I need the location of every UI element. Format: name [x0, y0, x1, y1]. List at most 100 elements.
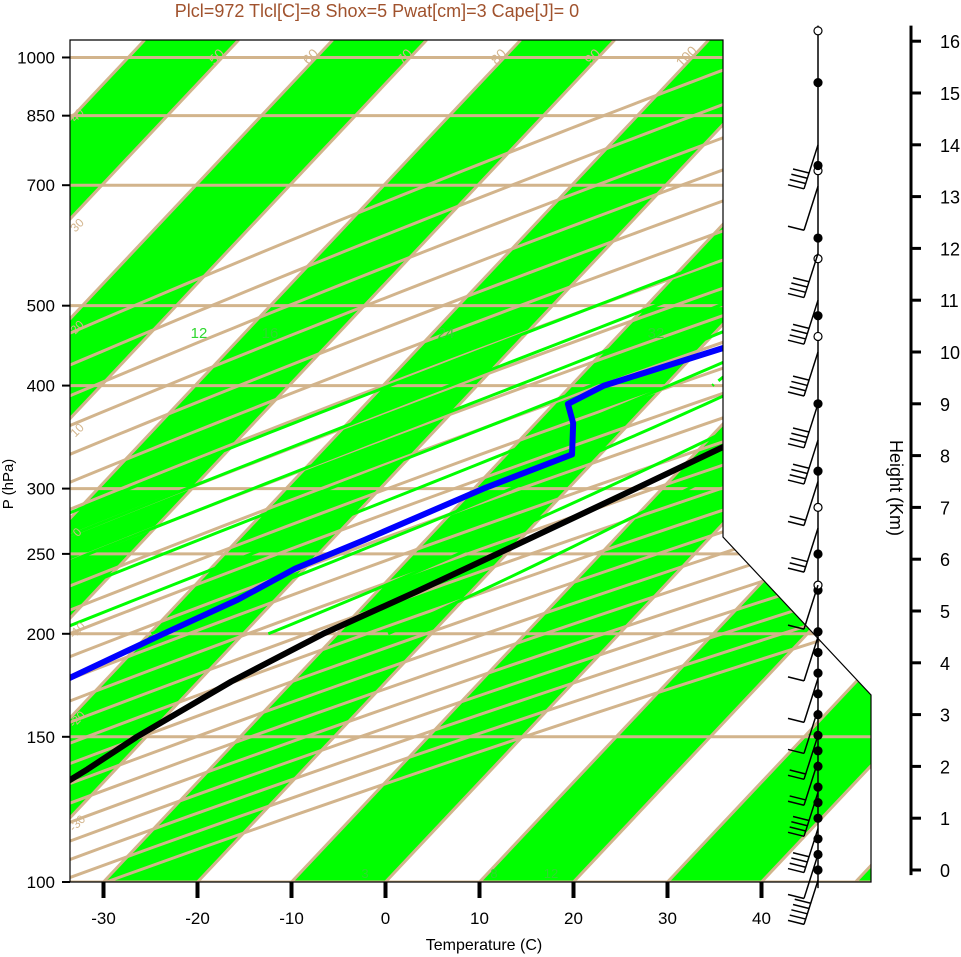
right-temp-label: 20 [721, 228, 749, 256]
isotherm [70, 40, 804, 882]
wind-dot [813, 627, 823, 637]
wind-barb [787, 748, 805, 755]
dewpoint-line [70, 54, 871, 845]
height-tick-label: 1 [940, 809, 950, 829]
temperature-tick-label: 30 [658, 909, 677, 928]
wind-barb [789, 769, 806, 775]
wind-barb-staff [803, 186, 819, 231]
mixing-ratio-line [711, 40, 871, 387]
wind-barb [787, 800, 805, 806]
wind-barb [787, 339, 805, 345]
wind-barb [789, 795, 806, 801]
isotherm [572, 40, 871, 882]
pressure-axis: 100 150 200 250 300 400 500 700 850 1000 [17, 48, 70, 892]
wind-barb [792, 815, 810, 822]
pressure-tick-label: 150 [27, 728, 55, 747]
wind-barb-staff [803, 880, 819, 925]
mixing-ratio-line [770, 40, 871, 387]
height-tick-label: 8 [940, 447, 950, 467]
mixing-ratio-lines [711, 40, 871, 387]
height-tick-label: 13 [940, 188, 960, 208]
wind-barb [787, 919, 805, 926]
right-temp-label: 30 [720, 120, 748, 148]
height-tick-label: 0 [940, 861, 950, 881]
wind-barb-staff [803, 403, 819, 449]
moist-adiabat [150, 40, 871, 636]
wind-barb-staff [803, 253, 819, 298]
wind-barb [791, 821, 808, 827]
wind-dot [813, 782, 823, 792]
wind-barb [791, 468, 808, 475]
temperature-axis: -30 -20 -10 0 10 20 30 40 [91, 882, 771, 928]
height-axis-label: Height (Km) [886, 440, 906, 536]
right-temp-label: 30 [838, 644, 866, 672]
wind-barb [789, 474, 806, 480]
green-band [70, 40, 427, 882]
height-tick-label: 5 [940, 602, 950, 622]
right-temp-label: 10 [742, 534, 770, 562]
wind-open-dot [813, 331, 823, 342]
wind-barb [792, 851, 810, 858]
wind-barb [787, 717, 805, 724]
pressure-tick-label: 700 [27, 176, 55, 195]
wind-barb [791, 328, 808, 335]
wind-barb [789, 334, 806, 340]
temperature-line [70, 54, 871, 845]
moist-adiabat [70, 40, 871, 636]
isotherm-label: 120 [860, 42, 888, 70]
dry-adiabat [70, 40, 871, 882]
wind-barb [792, 375, 810, 381]
plot-border [69, 39, 872, 883]
pressure-tick-label: 400 [27, 377, 55, 396]
wind-barb [789, 862, 806, 869]
height-tick-label: 6 [940, 550, 950, 570]
isotherm [70, 40, 428, 882]
mixing-ratio-label: 3 [361, 866, 368, 881]
temperature-tick-label: 40 [752, 909, 771, 928]
temperature-tick-label: -20 [185, 909, 210, 928]
temperature-tick-label: 0 [381, 909, 390, 928]
wind-barb [791, 556, 808, 563]
moist-adiabat-label: 32 [648, 325, 665, 342]
green-band [70, 40, 803, 882]
height-tick-label: 16 [940, 32, 960, 52]
dry-adiabat [70, 40, 804, 882]
moist-adiabat-label: 12 [191, 325, 208, 342]
dry-adiabat [70, 40, 871, 882]
temperature-tick-label: 20 [564, 909, 583, 928]
chart-title: Plcl=972 Tlcl[C]=8 Shox=5 Pwat[cm]=3 Cap… [175, 1, 579, 21]
wind-barb-staff [803, 735, 819, 780]
isotherm-label: 110 [767, 43, 794, 70]
wind-barb [789, 826, 806, 832]
height-tick-label: 11 [940, 291, 959, 311]
dry-adiabat [70, 40, 871, 882]
wind-barb [787, 225, 805, 231]
dry-adiabat [70, 40, 871, 882]
pressure-tick-label: 850 [27, 107, 55, 126]
isotherm [70, 40, 616, 882]
wind-barb [787, 893, 805, 900]
height-tick-label: 10 [940, 343, 960, 363]
height-tick-label: 14 [940, 136, 960, 156]
wind-barb-staff [803, 439, 819, 485]
wind-barb-staff [803, 584, 819, 630]
wind-dot [813, 466, 823, 476]
green-band [70, 40, 615, 882]
wind-barb [791, 857, 808, 863]
wind-open-dot [813, 502, 823, 512]
wind-barb [792, 463, 810, 469]
wind-barb-staff [803, 678, 819, 723]
wind-barb [789, 178, 806, 185]
wind-barb [789, 287, 806, 294]
dry-adiabat [70, 40, 871, 882]
wind-barb-staff [803, 854, 819, 899]
mixing-ratio-label: 12 [544, 866, 558, 881]
dry-adiabat [70, 40, 871, 882]
wind-dot [813, 233, 823, 243]
wind-barb [787, 567, 805, 573]
wind-barb [791, 173, 808, 179]
wind-dot [813, 865, 823, 875]
wind-barb [787, 184, 805, 190]
